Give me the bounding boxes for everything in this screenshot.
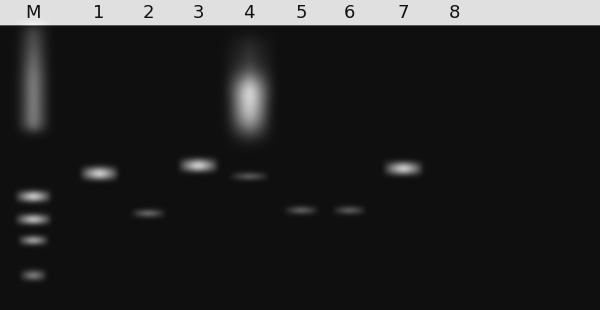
Text: 4: 4 xyxy=(243,3,255,21)
Text: 5: 5 xyxy=(295,3,307,21)
Text: 6: 6 xyxy=(344,3,355,21)
Text: M: M xyxy=(25,3,41,21)
Text: 1: 1 xyxy=(94,3,104,21)
Text: 8: 8 xyxy=(449,3,460,21)
Text: 3: 3 xyxy=(192,3,204,21)
Text: 2: 2 xyxy=(143,3,155,21)
Text: 7: 7 xyxy=(397,3,409,21)
